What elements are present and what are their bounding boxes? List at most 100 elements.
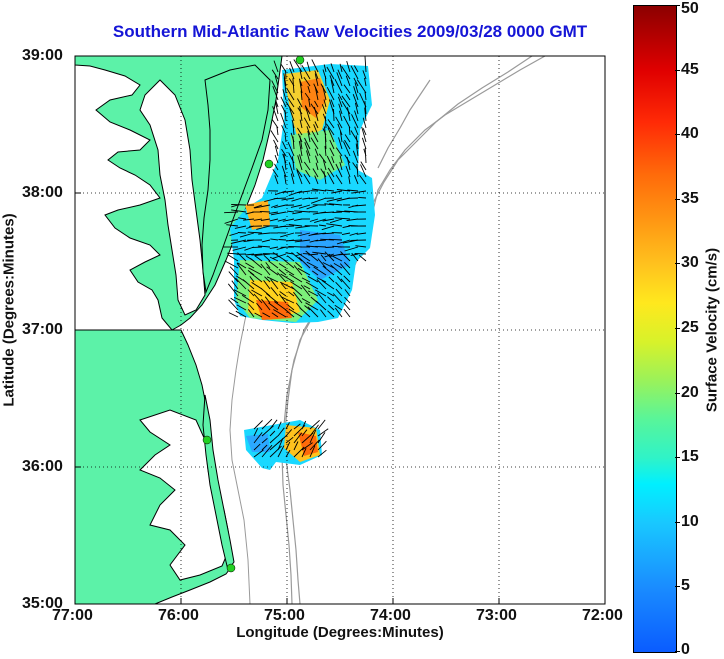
velocity-vector — [340, 251, 351, 262]
velocity-vector — [326, 223, 343, 227]
velocity-vector — [315, 162, 319, 171]
velocity-vector — [327, 310, 335, 318]
velocity-vector — [343, 275, 351, 283]
velocity-vector — [333, 108, 335, 122]
velocity-vector — [276, 126, 279, 136]
velocity-vector — [284, 268, 295, 276]
velocity-vector — [269, 435, 279, 444]
velocity-vector — [247, 231, 263, 234]
velocity-vector — [303, 76, 311, 87]
colorbar — [633, 5, 677, 653]
velocity-vector — [261, 444, 273, 458]
velocity-vector — [281, 197, 295, 201]
velocity-vector — [282, 218, 295, 222]
velocity-vector — [254, 312, 263, 318]
y-tick-label: 35:00 — [22, 595, 63, 612]
velocity-vector — [314, 289, 327, 297]
velocity-vector — [306, 204, 319, 210]
velocity-vector — [303, 117, 311, 129]
velocity-vector — [341, 232, 351, 236]
velocity-vector — [343, 308, 351, 318]
velocity-vector — [258, 232, 271, 235]
velocity-vector — [227, 252, 239, 255]
velocity-vector — [354, 102, 359, 115]
colorbar-tick-label: 35 — [681, 189, 699, 207]
velocity-vector — [254, 253, 271, 257]
velocity-vector — [282, 190, 295, 193]
velocity-vector — [293, 265, 303, 276]
velocity-vector — [326, 197, 343, 202]
velocity-vector — [286, 255, 295, 262]
velocity-vector — [309, 439, 320, 451]
velocity-vector — [269, 246, 279, 250]
grid-lines — [75, 56, 605, 604]
velocity-vector — [274, 163, 279, 171]
velocity-vector — [270, 130, 279, 143]
velocity-vector — [339, 161, 343, 171]
velocity-vector — [259, 210, 271, 213]
velocity-vector — [326, 86, 335, 101]
velocity-vector — [245, 262, 255, 269]
velocity-vector — [334, 217, 351, 220]
velocity-vector — [344, 134, 351, 143]
colorbar-tick-mark — [675, 586, 680, 588]
velocity-vector — [336, 210, 351, 213]
map-title: Southern Mid-Atlantic Raw Velocities 200… — [112, 22, 588, 41]
velocity-vector — [308, 197, 319, 200]
velocity-vector — [296, 190, 311, 194]
velocity-vector — [307, 130, 311, 143]
velocity-vector — [271, 80, 279, 94]
velocity-vector — [349, 232, 359, 236]
velocity-vector — [301, 298, 311, 304]
velocity-vector — [228, 271, 239, 283]
velocity-vector — [338, 137, 343, 150]
velocity-vector — [343, 84, 351, 94]
velocity-vector — [354, 253, 367, 255]
velocity-vector — [270, 238, 279, 241]
velocity-vector — [353, 86, 359, 101]
velocity-vector — [233, 289, 247, 297]
velocity-vector — [285, 101, 295, 115]
velocity-vector — [285, 436, 294, 444]
velocity-vector — [364, 107, 367, 122]
velocity-vector — [304, 92, 311, 101]
velocity-vector — [337, 96, 343, 108]
velocity-vector — [274, 145, 279, 157]
colorbar-tick-mark — [675, 198, 680, 200]
velocity-vector — [352, 150, 359, 164]
velocity-vector — [280, 225, 295, 228]
velocity-vector — [283, 154, 287, 171]
velocity-vector — [290, 173, 295, 185]
velocity-vector — [280, 281, 295, 290]
velocity-vector — [339, 131, 343, 143]
velocity-vector — [281, 148, 287, 157]
velocity-vector — [342, 225, 351, 229]
velocity-vector — [290, 204, 303, 208]
velocity-vector — [284, 134, 287, 143]
velocity-vector — [228, 299, 239, 311]
x-tick-label: 77:00 — [52, 607, 93, 624]
velocity-vector — [253, 443, 261, 451]
velocity-vector — [312, 168, 319, 178]
velocity-vector — [344, 289, 351, 297]
velocity-vector — [293, 441, 299, 451]
colorbar-label: Surface Velocity (cm/s) — [703, 247, 721, 413]
x-axis-label: Longitude (Degrees:Minutes) — [236, 624, 444, 641]
velocity-vector — [337, 123, 343, 136]
velocity-vector — [337, 93, 343, 101]
velocity-vector — [330, 63, 335, 73]
velocity-vector — [288, 224, 303, 227]
velocity-vector — [306, 126, 311, 136]
velocity-vector — [307, 275, 319, 283]
velocity-vector — [310, 197, 327, 204]
velocity-vector — [289, 61, 295, 73]
velocity-vector — [253, 428, 259, 437]
velocity-vector — [272, 169, 279, 178]
velocity-vector — [288, 273, 303, 283]
velocity-vector — [305, 169, 311, 178]
velocity-vector — [293, 423, 301, 430]
velocity-vector — [328, 276, 335, 283]
velocity-vector — [245, 253, 255, 256]
velocity-vector — [249, 276, 255, 283]
velocity-vector — [285, 422, 290, 430]
